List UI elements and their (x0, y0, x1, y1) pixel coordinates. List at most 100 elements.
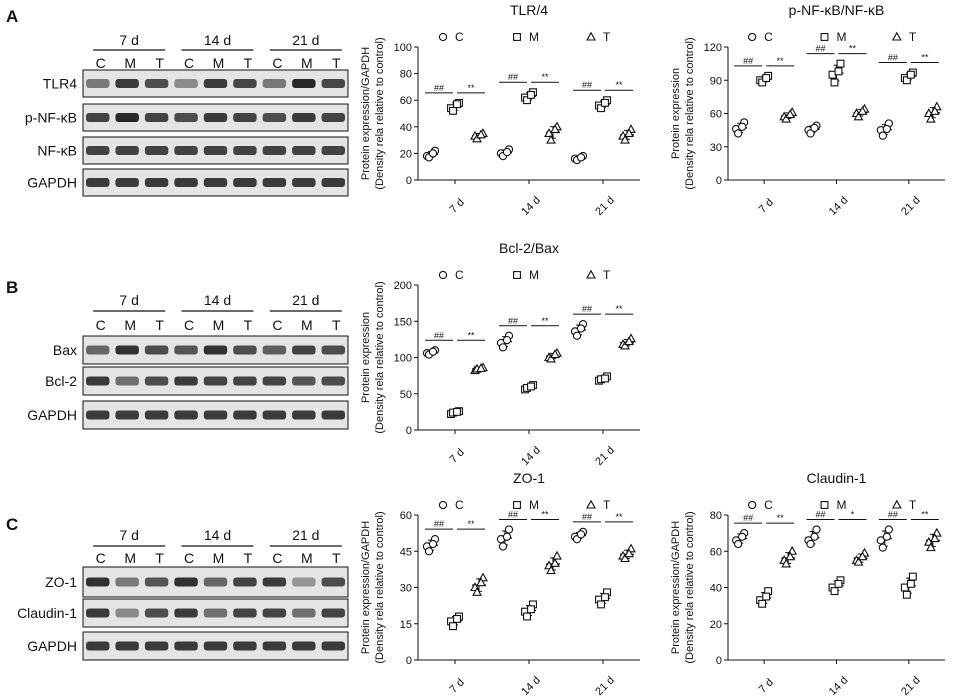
blot-band (233, 146, 257, 155)
data-point (857, 105, 868, 115)
y-axis-label-line: Protein expression/GAPDH (360, 521, 372, 654)
blot-band (174, 178, 198, 187)
y-axis-label: Protein expression (Density rela relative… (360, 281, 386, 433)
blot-band (233, 577, 257, 587)
chart-title: TLR/4 (510, 2, 548, 18)
legend-marker-circle (438, 270, 448, 280)
significance-label: * (851, 510, 855, 520)
data-point (597, 104, 605, 113)
significance-label: ## (582, 512, 592, 522)
legend-label: M (529, 498, 539, 512)
x-tick-label: 21 d (899, 194, 923, 218)
data-point (453, 407, 461, 416)
y-tick-label: 0 (406, 655, 412, 667)
chart-title: p-NF-κB/NF-κB (789, 2, 885, 18)
blot-lane-label: C (184, 317, 194, 333)
data-point (624, 548, 634, 558)
x-tick-label: 14 d (519, 444, 543, 468)
y-tick-label: 90 (710, 75, 722, 87)
legend-marker-circle (748, 500, 757, 510)
data-point (546, 353, 556, 363)
x-tick-label: 21 d (899, 674, 923, 696)
data-point (502, 147, 512, 157)
blot-timepoint-label: 21 d (292, 32, 319, 48)
data-point (624, 336, 634, 346)
blot-lane-label: T (332, 317, 341, 333)
legend-label: M (837, 30, 847, 44)
significance-label: ## (508, 510, 518, 520)
blot-lane-label: M (213, 55, 225, 71)
data-point (550, 349, 560, 359)
blot-timepoint-label: 7 d (119, 32, 138, 48)
chart-4: ZO-1 Protein expression/GAPDH (Density rel… (360, 470, 640, 696)
chart-3: Bcl-2/Bax Protein expression (Density rela… (360, 240, 640, 468)
x-tick-label: 14 d (827, 674, 851, 696)
data-point (810, 123, 819, 133)
blot-band (233, 79, 257, 88)
blot-band (115, 641, 139, 651)
chart-5: Claudin-1 Protein expression/GAPDH (Densit… (670, 470, 945, 696)
data-point (572, 331, 582, 340)
y-tick-label: 120 (704, 42, 722, 54)
y-tick-label: 60 (710, 109, 722, 121)
y-axis-label: Protein expression/GAPDH (Density rela re… (360, 511, 386, 663)
significance-label: ** (615, 512, 623, 522)
blot-band (321, 345, 345, 355)
data-point (576, 153, 586, 162)
significance-label: ## (508, 72, 518, 82)
data-point (781, 558, 792, 568)
y-tick-label: 0 (406, 425, 412, 437)
legend-label: M (529, 268, 539, 282)
y-axis-label-line: (Density rela relative to control) (684, 511, 696, 663)
y-axis-label-line: Protein expression (670, 68, 682, 159)
blot-band (115, 376, 139, 386)
data-point (853, 556, 864, 566)
blot-band (86, 577, 110, 587)
legend-label: C (455, 268, 464, 282)
blot-timepoint-label: 14 d (204, 292, 231, 308)
data-point (476, 577, 486, 587)
panel-letter-b: B (6, 278, 18, 297)
blot-row-label: TLR4 (43, 76, 77, 92)
blot-band (262, 79, 287, 88)
data-point (758, 599, 767, 608)
blot-band (262, 113, 287, 122)
data-point (853, 111, 864, 121)
data-point (758, 78, 767, 87)
blot-band (203, 641, 228, 651)
significance-label: ** (615, 80, 623, 90)
legend-label: T (909, 30, 917, 44)
blot-lane-label: M (124, 55, 136, 71)
x-tick-label: 21 d (593, 444, 617, 468)
blot-row-label: GAPDH (27, 638, 77, 654)
legend-label: T (909, 498, 917, 512)
data-point (902, 590, 911, 599)
x-tick-label: 14 d (827, 194, 851, 218)
blot-panel-c: 7 d 14 d 21 d C M T C M T C M T ZO-1 Claudin-1 GAPDH (17, 527, 349, 661)
data-point (527, 90, 535, 99)
legend-label: C (455, 498, 464, 512)
blot-band (262, 641, 287, 651)
x-tick-label: 14 d (519, 674, 543, 696)
blot-band (174, 410, 198, 420)
significance-label: ## (743, 56, 753, 66)
blot-band (86, 178, 110, 187)
blot-band (115, 146, 139, 155)
panel-letter-a: A (6, 7, 18, 26)
blot-band (292, 146, 316, 155)
blot-row-label: Bcl-2 (45, 373, 77, 389)
blot-band (144, 178, 169, 187)
legend-marker-circle (438, 500, 448, 510)
x-tick-label: 7 d (447, 196, 466, 215)
significance-label: ** (921, 510, 929, 520)
blot-band (144, 641, 169, 651)
data-point (734, 129, 743, 138)
data-point (806, 129, 815, 138)
legend-marker-circle (438, 32, 448, 42)
significance-label: ** (541, 72, 549, 82)
significance-label: ## (434, 83, 444, 93)
blot-band (233, 345, 257, 355)
y-tick-label: 80 (710, 510, 722, 522)
blot-lane-label: T (244, 550, 253, 566)
y-tick-label: 60 (400, 510, 412, 522)
